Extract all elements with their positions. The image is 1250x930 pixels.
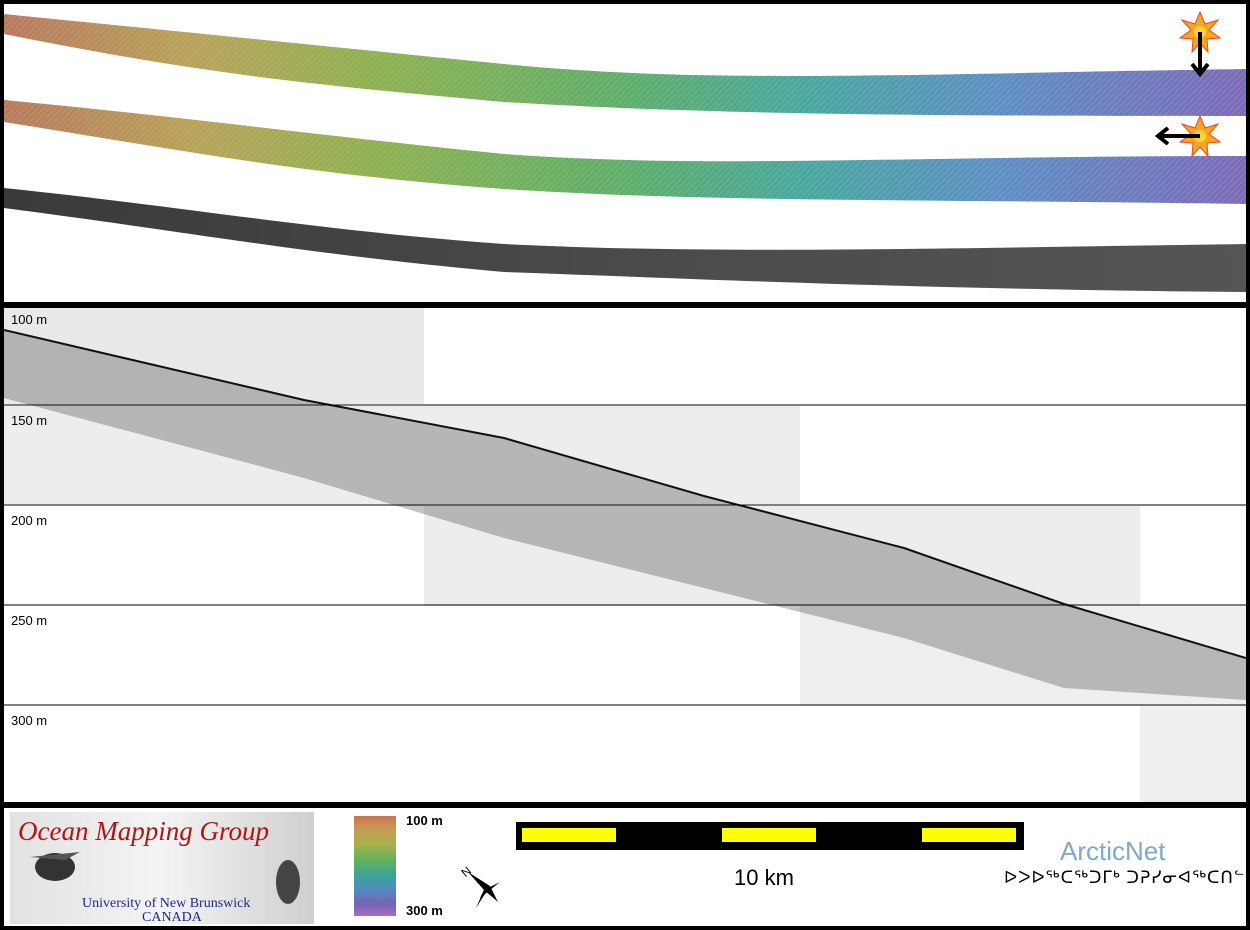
depth-label-300: 300 m — [11, 713, 47, 728]
arcticnet-syllabics: ᐅᐳᐅᖅᑕᖅᑐᒥᒃ ᑐᕈᓯᓂᐊᖅᑕᑎᓪ — [1004, 868, 1246, 887]
seafloor-reflector — [4, 329, 1246, 659]
scale-bar — [516, 822, 1024, 850]
swath-panel — [4, 4, 1246, 302]
scale-label: 10 km — [734, 865, 794, 890]
echogram-block-4 — [800, 606, 1246, 706]
echogram-block-1 — [4, 308, 424, 404]
ocean-mapping-group-logo: Ocean Mapping Group University of New Br… — [10, 812, 314, 925]
arcticnet-logo: ArcticNet — [1060, 836, 1166, 866]
logo-title: Ocean Mapping Group — [18, 816, 269, 846]
swath-svg — [4, 10, 1246, 292]
logo-university: University of New Brunswick — [82, 896, 251, 911]
profile-svg: 100 m 150 m 200 m 250 m 300 m — [4, 308, 1246, 802]
depth-label-200: 200 m — [11, 513, 47, 528]
scale-segment — [722, 828, 816, 842]
subbottom-profile-panel: 100 m 150 m 200 m 250 m 300 m — [4, 308, 1246, 802]
echogram-block-5 — [1140, 706, 1246, 802]
colorbar-top-label: 100 m — [406, 813, 443, 828]
svg-text:N: N — [458, 864, 474, 880]
logo-country: CANADA — [142, 910, 202, 925]
depth-colorbar — [354, 816, 396, 916]
sediment-shading — [4, 330, 1246, 700]
backscatter-track — [4, 188, 1246, 292]
scale-segment — [522, 828, 616, 842]
echogram-block-2 — [4, 406, 800, 504]
depth-label-250: 250 m — [11, 613, 47, 628]
colorbar-bottom-label: 300 m — [406, 903, 443, 918]
scale-segment — [922, 828, 1016, 842]
footer-panel: Ocean Mapping Group University of New Br… — [4, 808, 1246, 926]
depth-label-150: 150 m — [11, 413, 47, 428]
sun-direction-left-icon — [1154, 114, 1222, 158]
sun-direction-down-icon — [1178, 10, 1222, 78]
north-arrow-icon: N — [458, 864, 500, 908]
depth-label-100: 100 m — [11, 312, 47, 327]
logo-graphic — [30, 852, 300, 904]
